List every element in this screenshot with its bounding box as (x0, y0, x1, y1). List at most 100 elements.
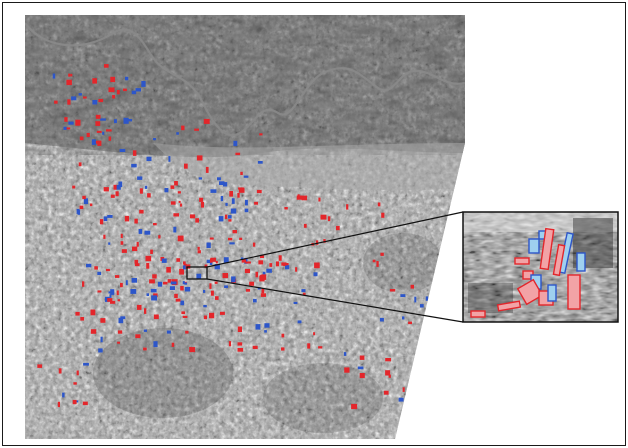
red-marker (402, 387, 405, 392)
blue-marker (253, 298, 257, 303)
red-marker (281, 262, 287, 266)
red-marker (359, 355, 365, 360)
red-marker (296, 195, 303, 200)
red-marker (175, 298, 181, 302)
blue-marker (203, 305, 207, 308)
blue-marker (402, 316, 405, 320)
satellite-figure (25, 15, 619, 439)
red-marker (229, 191, 233, 197)
red-marker (240, 171, 243, 175)
red-marker (104, 64, 109, 68)
red-marker (72, 399, 77, 405)
red-marker (205, 166, 209, 173)
blue-marker (206, 242, 211, 248)
red-marker (115, 275, 120, 278)
inset-red-box (496, 300, 522, 312)
red-marker (249, 281, 255, 286)
red-marker (66, 79, 72, 86)
red-marker (259, 133, 263, 136)
blue-marker (217, 177, 221, 181)
red-marker (323, 239, 326, 243)
red-marker (86, 132, 90, 137)
blue-marker (228, 215, 232, 219)
red-marker (195, 218, 199, 223)
red-marker (94, 266, 98, 270)
blue-marker (196, 273, 202, 280)
blue-marker (209, 261, 213, 265)
red-marker (177, 191, 181, 194)
red-marker (120, 241, 124, 245)
blue-marker (78, 93, 82, 96)
red-marker (158, 235, 161, 239)
red-marker (134, 218, 138, 224)
blue-marker (301, 289, 306, 293)
red-marker (107, 298, 113, 302)
red-marker (259, 275, 265, 282)
red-marker (183, 263, 187, 267)
red-marker (235, 152, 241, 156)
red-marker (241, 259, 247, 263)
red-marker (67, 99, 71, 105)
red-marker (139, 209, 144, 214)
blue-marker (62, 392, 65, 398)
blue-marker (420, 304, 424, 308)
blue-marker (285, 265, 290, 270)
red-marker (232, 230, 237, 234)
red-marker (252, 242, 256, 247)
blue-marker (224, 285, 228, 288)
blue-marker (264, 323, 270, 328)
blue-marker (146, 293, 149, 296)
red-marker (96, 130, 102, 133)
red-marker (180, 286, 184, 291)
red-marker (99, 219, 104, 225)
red-marker (82, 195, 86, 200)
blue-marker (400, 294, 406, 297)
red-marker (278, 255, 282, 261)
blue-marker (168, 156, 171, 162)
blue-marker (116, 185, 121, 190)
red-marker (228, 237, 233, 241)
red-marker (260, 255, 264, 258)
red-marker (196, 155, 203, 161)
red-marker (210, 257, 216, 262)
blue-marker (233, 140, 238, 147)
red-marker (189, 346, 192, 353)
blue-marker (146, 156, 152, 162)
blue-marker (120, 316, 126, 320)
red-marker (98, 98, 104, 103)
blue-marker (170, 281, 177, 285)
red-marker (180, 203, 183, 207)
red-marker (179, 268, 184, 275)
blue-marker (125, 76, 129, 81)
red-marker (245, 261, 251, 264)
red-marker (189, 214, 196, 219)
blue-marker (176, 132, 179, 135)
blue-marker (219, 181, 225, 185)
red-marker (144, 308, 147, 314)
red-marker (237, 348, 244, 352)
blue-marker (262, 271, 266, 275)
red-marker (260, 274, 264, 278)
red-marker (199, 197, 204, 202)
red-marker (113, 184, 118, 190)
red-marker (209, 237, 214, 240)
blue-marker (297, 320, 302, 324)
blue-marker (210, 189, 217, 193)
red-marker (258, 260, 264, 265)
blue-marker (164, 188, 169, 193)
red-marker (120, 233, 123, 239)
blue-marker (257, 161, 263, 164)
zoomed-inset (463, 212, 618, 322)
blue-marker (102, 131, 105, 135)
blue-marker (100, 336, 103, 343)
red-marker (181, 125, 185, 131)
red-marker (83, 96, 87, 99)
red-marker (215, 296, 219, 300)
leader-line-top (206, 211, 464, 268)
red-marker (75, 311, 80, 316)
red-marker (166, 266, 171, 273)
blue-marker (266, 268, 272, 273)
red-marker (318, 197, 321, 202)
blue-marker (118, 317, 124, 324)
blue-marker (123, 117, 129, 124)
